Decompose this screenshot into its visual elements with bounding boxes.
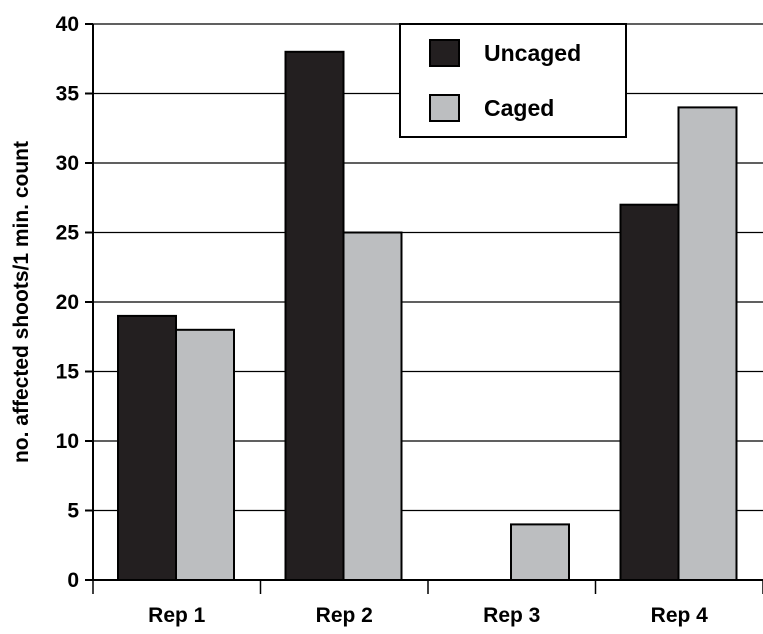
y-ticks: 0 5 10 15 20 25 30 35 40 [56,13,93,592]
x-category-label: Rep 3 [483,604,540,627]
y-tick-label: 35 [56,83,80,106]
y-tick-label: 0 [67,569,79,592]
x-category-label: Rep 4 [651,604,709,627]
y-tick-label: 25 [56,222,80,245]
y-tick-label: 5 [67,500,79,523]
y-tick-label: 40 [56,13,79,36]
legend: Uncaged Caged [399,23,627,138]
x-category-label: Rep 1 [148,604,206,627]
legend-label-uncaged: Uncaged [484,40,581,66]
y-tick-label: 30 [56,152,79,175]
bar-caged-rep-2 [342,231,403,581]
y-tick-label: 15 [56,361,80,384]
y-tick-label: 20 [56,291,79,314]
bars [117,50,738,582]
bar-caged-rep-3 [510,523,570,582]
bar-caged-rep-1 [175,328,235,581]
legend-swatch-uncaged [429,39,460,67]
y-axis-label: no. affected shoots/1 min. count [10,141,33,463]
x-ticks: Rep 1 Rep 2 Rep 3 Rep 4 [92,580,763,627]
x-category-label: Rep 2 [316,604,373,627]
y-tick-label: 10 [56,430,79,453]
legend-swatch-caged [429,94,460,122]
bar-uncaged-rep-2 [284,50,345,582]
bar-uncaged-rep-4 [619,203,680,581]
bar-caged-rep-4 [677,106,738,582]
legend-label-caged: Caged [484,95,554,121]
bar-uncaged-rep-1 [117,314,177,581]
